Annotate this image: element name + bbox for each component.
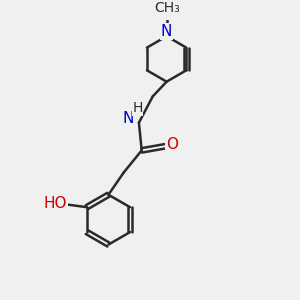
- Text: O: O: [166, 137, 178, 152]
- Text: N: N: [161, 24, 172, 39]
- Text: CH₃: CH₃: [154, 1, 180, 15]
- Text: HO: HO: [44, 196, 67, 211]
- Text: H: H: [132, 101, 143, 115]
- Text: N: N: [123, 111, 134, 126]
